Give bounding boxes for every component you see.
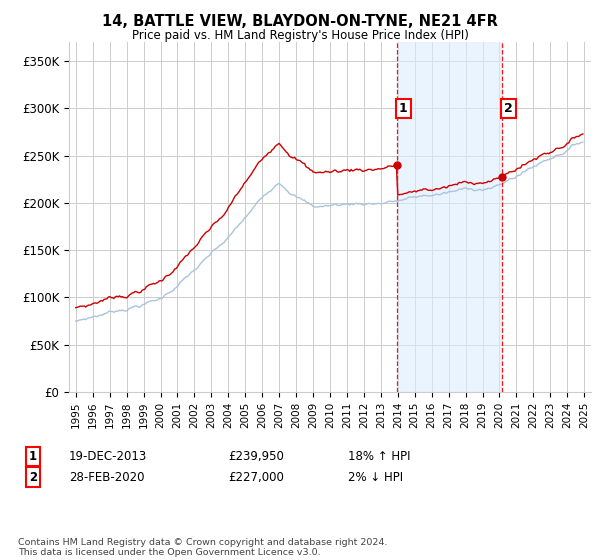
Text: 2: 2 <box>504 102 512 115</box>
Text: 18% ↑ HPI: 18% ↑ HPI <box>348 450 410 463</box>
Text: 28-FEB-2020: 28-FEB-2020 <box>69 470 145 484</box>
Text: 2: 2 <box>29 470 37 484</box>
Text: 19-DEC-2013: 19-DEC-2013 <box>69 450 147 463</box>
Text: 1: 1 <box>399 102 407 115</box>
Text: Contains HM Land Registry data © Crown copyright and database right 2024.
This d: Contains HM Land Registry data © Crown c… <box>18 538 388 557</box>
Text: 1: 1 <box>29 450 37 463</box>
Text: Price paid vs. HM Land Registry's House Price Index (HPI): Price paid vs. HM Land Registry's House … <box>131 29 469 42</box>
Text: 2% ↓ HPI: 2% ↓ HPI <box>348 470 403 484</box>
Text: £239,950: £239,950 <box>228 450 284 463</box>
Text: 14, BATTLE VIEW, BLAYDON-ON-TYNE, NE21 4FR: 14, BATTLE VIEW, BLAYDON-ON-TYNE, NE21 4… <box>102 14 498 29</box>
Bar <box>397 42 502 392</box>
Text: £227,000: £227,000 <box>228 470 284 484</box>
